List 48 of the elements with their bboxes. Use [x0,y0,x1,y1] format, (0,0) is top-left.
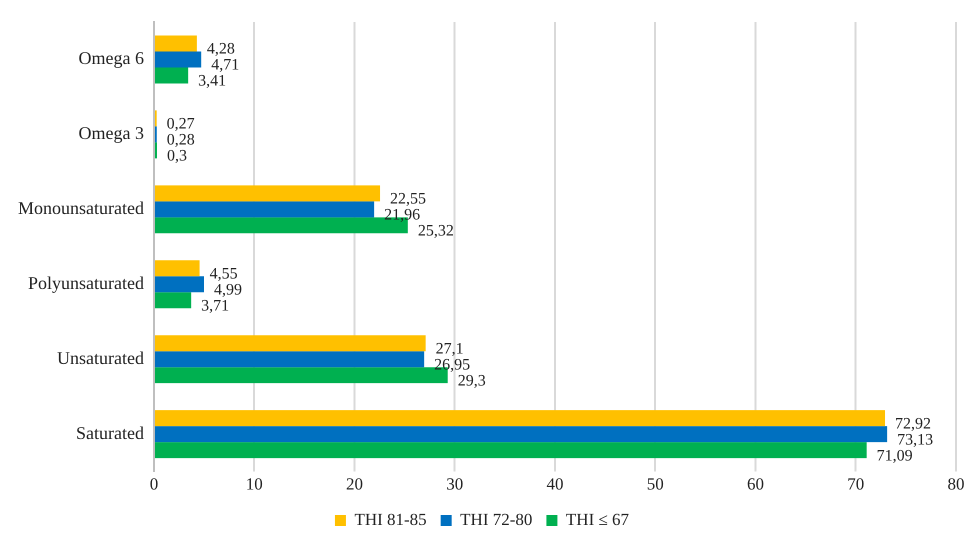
data-label: 22,55 [390,190,426,208]
bar [154,292,192,308]
bar [154,51,202,68]
data-label: 4,55 [210,265,238,282]
data-label: 4,99 [214,281,242,298]
x-tick-label: 10 [246,474,263,494]
data-label: 73,13 [897,431,934,448]
y-tick-label: Monounsaturated [18,198,144,218]
x-tick-label: 30 [446,474,464,494]
data-label: 25,32 [418,222,454,240]
y-tick-label: Omega 6 [78,48,144,68]
bar [154,201,374,218]
data-label: 3,71 [201,297,230,314]
x-tick-label: 0 [150,474,158,494]
data-label: 4,28 [206,40,235,58]
data-label: 3,41 [198,72,226,90]
data-label: 0,28 [166,132,195,149]
bar [154,351,424,368]
data-label: 0,27 [166,116,195,133]
data-label: 71,09 [876,447,913,464]
bar [154,410,886,426]
y-tick-label: Saturated [76,422,144,443]
y-tick-label: Omega 3 [78,123,144,144]
bar [154,260,200,276]
x-tick-label: 50 [646,474,664,494]
legend-label: THI 81-85 [354,510,427,529]
data-label: 72,92 [895,415,932,432]
data-label: 29,3 [458,372,486,390]
legend-label: THI ≤ 67 [566,510,630,529]
data-label: 4,71 [211,56,240,74]
x-tick-label: 80 [948,474,964,494]
bar [154,35,197,52]
x-tick-label: 40 [546,474,564,494]
x-tick-label: 70 [847,474,864,494]
y-tick-label: Unsaturated [57,348,144,368]
legend-label: THI 72-80 [460,510,532,529]
bar [154,426,888,442]
data-label: 27,1 [436,340,464,358]
bar [154,276,204,292]
data-label: 26,95 [434,356,470,374]
bar [154,442,867,458]
bar [154,185,380,202]
bar [154,67,188,84]
x-tick-label: 60 [746,474,764,494]
x-tick-label: 20 [346,474,363,494]
data-label: 0,3 [166,148,187,165]
y-tick-label: Polyunsaturated [28,273,144,293]
bar [154,335,426,352]
